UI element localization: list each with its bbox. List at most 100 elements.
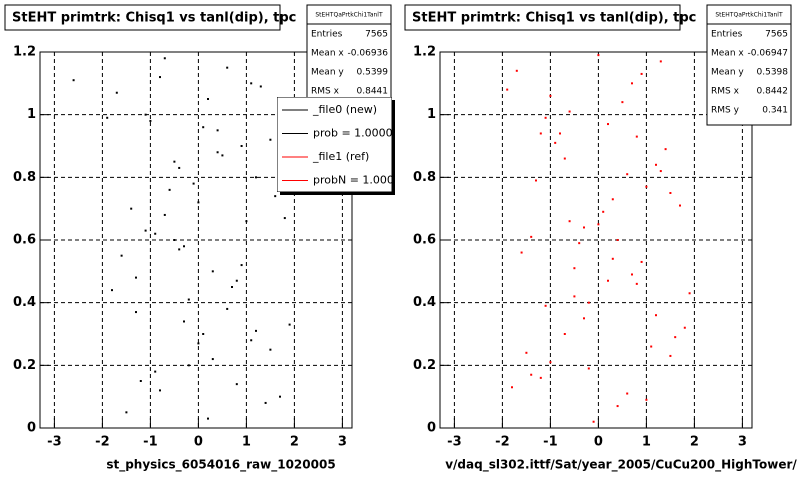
x-tick-label: 1 bbox=[642, 435, 651, 450]
chart-title: StEHT primtrk: Chisq1 vs tanl(dip), tpc bbox=[412, 11, 696, 26]
point bbox=[144, 113, 147, 116]
point bbox=[659, 60, 662, 63]
point bbox=[235, 279, 238, 282]
x-tick-label: -2 bbox=[495, 435, 509, 450]
point bbox=[283, 217, 286, 220]
point bbox=[183, 320, 185, 323]
point bbox=[621, 101, 624, 104]
y-tick-label: 1 bbox=[427, 107, 436, 122]
point bbox=[72, 79, 75, 82]
point bbox=[120, 254, 123, 257]
stats-label: Mean x bbox=[711, 49, 744, 59]
point bbox=[659, 170, 662, 173]
point bbox=[264, 401, 267, 404]
point bbox=[269, 348, 272, 351]
point bbox=[655, 163, 657, 166]
point bbox=[597, 54, 600, 57]
stats-value: 7565 bbox=[365, 30, 388, 40]
stats-label: RMS x bbox=[311, 87, 340, 97]
point bbox=[611, 257, 614, 260]
legend-label: _file0 (new) bbox=[312, 103, 377, 116]
point bbox=[587, 367, 590, 370]
y-tick-label: 0 bbox=[27, 421, 36, 436]
stats-label: RMS y bbox=[711, 106, 740, 116]
point bbox=[144, 229, 147, 232]
stats-value: 0.341 bbox=[762, 106, 788, 116]
stats-title: StEHTQaPrtkChi1TanlT bbox=[715, 12, 783, 19]
point bbox=[154, 370, 157, 373]
y-tick-label: 0.4 bbox=[13, 295, 36, 310]
stats-label: Mean y bbox=[711, 68, 744, 78]
point bbox=[183, 245, 185, 248]
title-box bbox=[4, 4, 281, 31]
chart-title: StEHT primtrk: Chisq1 vs tanl(dip), tpc bbox=[12, 11, 296, 26]
x-tick-label: -1 bbox=[143, 435, 157, 450]
stats-title: StEHTQaPrtkChi1TanlT bbox=[315, 12, 383, 19]
x-tick-label: 0 bbox=[194, 435, 203, 450]
point bbox=[221, 154, 224, 157]
point bbox=[616, 405, 619, 408]
x-tick-label: 3 bbox=[338, 435, 347, 450]
point bbox=[616, 239, 619, 241]
point bbox=[611, 198, 614, 201]
point bbox=[159, 76, 161, 79]
point bbox=[573, 267, 576, 270]
point bbox=[163, 213, 166, 216]
point bbox=[235, 383, 238, 386]
legend-label: _file1 (ref) bbox=[312, 150, 369, 163]
point bbox=[288, 323, 291, 326]
point bbox=[207, 98, 209, 100]
point bbox=[240, 264, 243, 267]
stats-label: Entries bbox=[311, 30, 343, 40]
point bbox=[563, 333, 566, 335]
point bbox=[168, 188, 171, 191]
point bbox=[211, 270, 214, 273]
point bbox=[173, 239, 176, 241]
point bbox=[607, 279, 609, 282]
point bbox=[650, 345, 653, 348]
point bbox=[602, 210, 605, 213]
point bbox=[255, 176, 257, 179]
point bbox=[115, 91, 118, 94]
point bbox=[539, 376, 542, 379]
point bbox=[250, 82, 253, 85]
point bbox=[520, 251, 523, 254]
point bbox=[216, 129, 219, 132]
stats-label: RMS x bbox=[711, 87, 740, 97]
point bbox=[154, 232, 157, 235]
point bbox=[111, 289, 113, 292]
x-tick-label: -3 bbox=[47, 435, 61, 450]
point bbox=[149, 119, 152, 122]
stats-value: 0.8442 bbox=[757, 87, 789, 97]
point bbox=[187, 298, 190, 301]
point bbox=[655, 314, 657, 317]
x-tick-label: -3 bbox=[447, 435, 461, 450]
point bbox=[554, 141, 557, 144]
point bbox=[535, 179, 537, 182]
point bbox=[178, 248, 181, 251]
point bbox=[568, 110, 571, 113]
point bbox=[202, 126, 205, 129]
legend-label: prob = 1.000000 bbox=[313, 127, 407, 140]
point bbox=[679, 204, 681, 207]
x-tick-label: 2 bbox=[290, 435, 299, 450]
x-tick-label: 0 bbox=[594, 435, 603, 450]
point bbox=[631, 273, 633, 276]
point bbox=[635, 135, 638, 138]
point bbox=[135, 276, 137, 279]
y-tick-label: 0.6 bbox=[13, 233, 36, 248]
x-axis-label: v/daq_sl302.ittf/Sat/year_2005/CuCu200_H… bbox=[445, 458, 797, 473]
stats-value: -0.06936 bbox=[348, 49, 389, 59]
point bbox=[530, 235, 533, 238]
point bbox=[245, 220, 248, 223]
point bbox=[163, 57, 166, 60]
point bbox=[159, 389, 161, 392]
x-tick-label: 2 bbox=[690, 435, 699, 450]
point bbox=[688, 292, 691, 295]
x-tick-label: 3 bbox=[738, 435, 747, 450]
point bbox=[178, 166, 181, 169]
point bbox=[530, 373, 533, 376]
point bbox=[635, 282, 638, 285]
